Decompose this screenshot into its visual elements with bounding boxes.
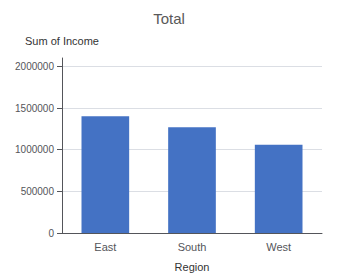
svg-text:Total: Total <box>153 10 185 27</box>
svg-text:South: South <box>178 241 207 253</box>
svg-text:500000: 500000 <box>21 186 55 197</box>
svg-text:1000000: 1000000 <box>15 144 54 155</box>
svg-text:1500000: 1500000 <box>15 103 54 114</box>
svg-text:2000000: 2000000 <box>15 61 54 72</box>
svg-text:West: West <box>266 241 291 253</box>
svg-text:Region: Region <box>175 261 210 273</box>
svg-text:Sum of Income: Sum of Income <box>25 35 99 47</box>
svg-text:East: East <box>94 241 116 253</box>
svg-text:0: 0 <box>48 228 54 239</box>
